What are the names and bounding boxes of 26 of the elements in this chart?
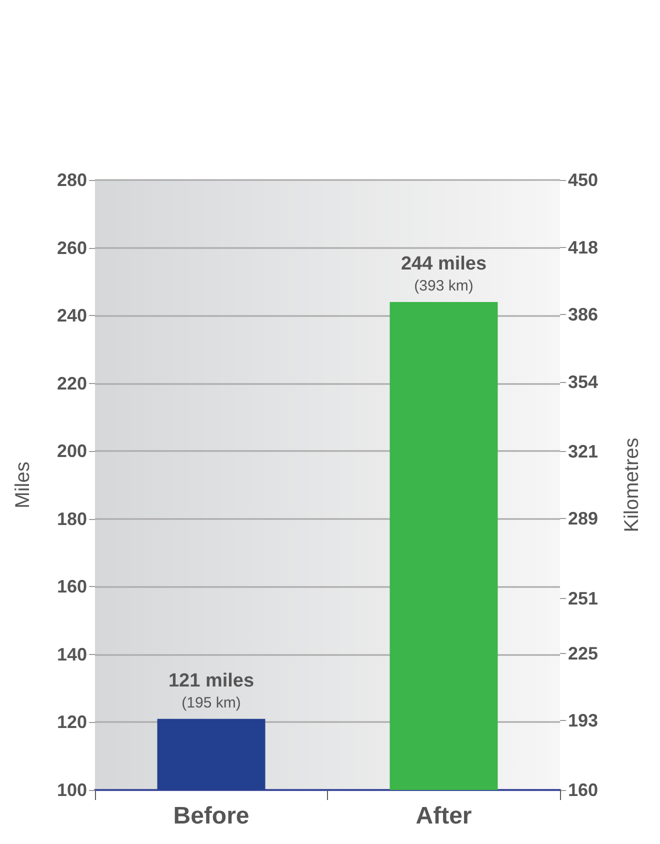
y2-tick-label: 289 bbox=[568, 508, 598, 529]
y-tick-label: 220 bbox=[56, 373, 87, 394]
y2-tick-label: 193 bbox=[568, 710, 598, 731]
y-tick-label: 160 bbox=[56, 576, 87, 597]
y-tick-label: 200 bbox=[56, 441, 87, 462]
y-tick-label: 240 bbox=[56, 306, 87, 326]
y2-tick-label: 160 bbox=[568, 780, 598, 800]
x-tick-label: After bbox=[416, 802, 472, 830]
y-tick-label: 280 bbox=[56, 170, 87, 190]
y2-axis-title: Kilometres bbox=[621, 438, 643, 532]
y2-tick-label: 225 bbox=[568, 643, 598, 664]
y2-tick-label: 251 bbox=[568, 588, 598, 609]
x-tick-label: Before bbox=[173, 802, 250, 830]
data-label: 121 miles (195 km) bbox=[168, 670, 254, 712]
y2-tick-label: 418 bbox=[568, 237, 598, 258]
y2-tick-label: 354 bbox=[568, 372, 598, 392]
y-tick-label: 140 bbox=[56, 644, 87, 664]
y2-tick-label: 386 bbox=[568, 304, 598, 325]
y-tick-label: 100 bbox=[56, 780, 87, 800]
y-axis-title: Miles bbox=[12, 462, 34, 508]
data-label: 244 miles (393 km) bbox=[400, 254, 487, 294]
y2-tick-label: 321 bbox=[568, 441, 598, 462]
y2-tick-label: 450 bbox=[568, 170, 598, 190]
y-tick-label: 180 bbox=[56, 508, 87, 529]
y-tick-label: 120 bbox=[56, 712, 87, 732]
y-tick-label: 260 bbox=[56, 238, 87, 258]
